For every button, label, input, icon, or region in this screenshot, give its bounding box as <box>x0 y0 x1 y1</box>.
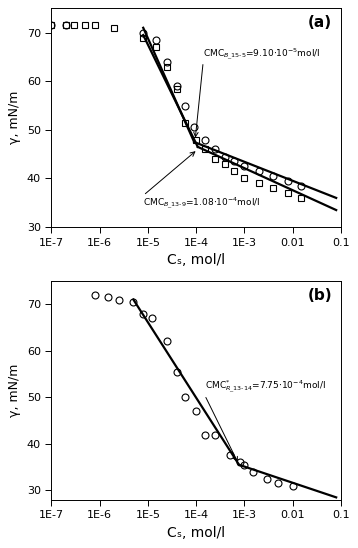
Y-axis label: γ, mN/m: γ, mN/m <box>8 91 21 144</box>
X-axis label: Cₛ, mol/l: Cₛ, mol/l <box>167 253 225 267</box>
Text: CMC$_{B\_15\text{-}5}$=9.10$\cdot$10$^{-5}$mol/l: CMC$_{B\_15\text{-}5}$=9.10$\cdot$10$^{-… <box>203 46 321 62</box>
Text: CMC$^{*}_{R\_13\text{-}14}$=7.75$\cdot$10$^{-4}$mol/l: CMC$^{*}_{R\_13\text{-}14}$=7.75$\cdot$1… <box>205 378 325 395</box>
Text: (a): (a) <box>308 15 332 30</box>
X-axis label: Cₛ, mol/l: Cₛ, mol/l <box>167 526 225 540</box>
Y-axis label: γ, mN/m: γ, mN/m <box>8 364 21 417</box>
Text: CMC$_{B\_13\text{-}9}$=1.08$\cdot$10$^{-4}$mol/l: CMC$_{B\_13\text{-}9}$=1.08$\cdot$10$^{-… <box>143 196 261 212</box>
Text: (b): (b) <box>308 288 332 302</box>
